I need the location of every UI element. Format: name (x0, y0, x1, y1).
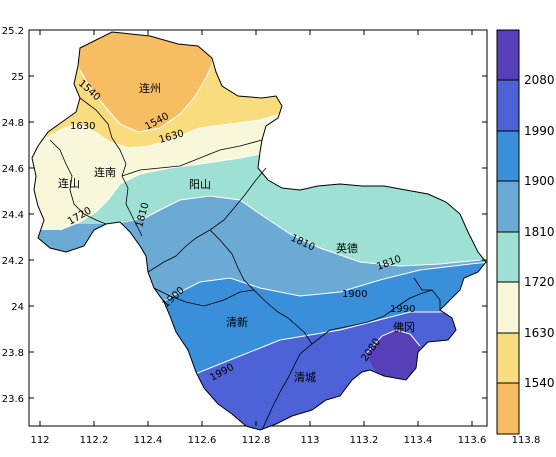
lon-tick-label: 112.8 (242, 435, 271, 446)
lon-tick-label: 112.2 (80, 435, 109, 446)
lat-tick-label: 25 (11, 72, 24, 83)
lon-tick-label: 112 (30, 435, 49, 446)
lon-tick-label: 113.6 (458, 435, 487, 446)
lat-tick-label: 23.8 (2, 348, 24, 359)
band-2080 (366, 330, 420, 380)
lon-tick-label: 113.4 (404, 435, 433, 446)
colorbar-segment (497, 181, 519, 232)
place-label: 连南 (94, 166, 116, 179)
lat-tick-label: 25.2 (2, 26, 24, 37)
lon-tick-label: 112.6 (188, 435, 217, 446)
place-label: 阳山 (189, 178, 211, 191)
colorbar-tick-label: 1630 (524, 326, 555, 340)
place-labels: 连州 连南 连山 阳山 英德 清新 清城 佛冈 (58, 82, 415, 384)
contour-label: 1990 (390, 304, 415, 315)
lon-axis: 112 112.2 112.4 112.6 112.8 113 113.2 11… (30, 30, 540, 446)
county-boundaries (49, 97, 441, 431)
colorbar-segment (497, 282, 519, 333)
place-label: 佛冈 (393, 321, 415, 334)
colorbar-segment (497, 383, 519, 434)
place-label: 清城 (294, 371, 316, 384)
colorbar-tick-label: 1810 (524, 225, 555, 239)
place-label: 清新 (226, 315, 248, 329)
colorbar-segment (497, 80, 519, 131)
colorbar-tick-label: 1900 (524, 174, 555, 188)
lat-tick-label: 24 (11, 302, 24, 313)
colorbar-segment (497, 333, 519, 383)
lat-axis: 25.2 25 24.8 24.6 24.4 24.2 24 23.8 23.6 (2, 26, 487, 405)
colorbar-tick-label: 1720 (524, 275, 555, 289)
lon-tick-label: 113 (300, 435, 319, 446)
colorbar-tick-label: 1540 (524, 376, 555, 390)
region-outline (31, 31, 487, 431)
place-label: 连州 (139, 82, 161, 95)
lat-tick-label: 23.6 (2, 394, 24, 405)
lon-tick-label: 112.4 (134, 435, 163, 446)
lat-tick-label: 24.4 (2, 210, 24, 221)
colorbar-segment (497, 131, 519, 181)
lon-tick-label: 113.8 (512, 435, 541, 446)
band-1540-core (76, 32, 214, 132)
place-label: 连山 (58, 177, 80, 190)
lat-tick-label: 24.2 (2, 256, 24, 267)
contour-lines (49, 59, 486, 381)
colorbar: 2080 1990 1900 1810 1720 1630 1540 (496, 29, 555, 435)
lat-tick-label: 24.8 (2, 118, 24, 129)
lat-tick-label: 24.6 (2, 164, 24, 175)
contour-label: 1900 (342, 289, 367, 300)
colorbar-tick-label: 2080 (524, 73, 555, 87)
lon-tick-label: 113.2 (350, 435, 379, 446)
colorbar-tick-label: 1990 (524, 124, 555, 138)
colorbar-segment (497, 232, 519, 282)
place-label: 英德 (336, 241, 358, 255)
contour-label: 1630 (70, 121, 95, 132)
colorbar-segment (497, 30, 519, 80)
